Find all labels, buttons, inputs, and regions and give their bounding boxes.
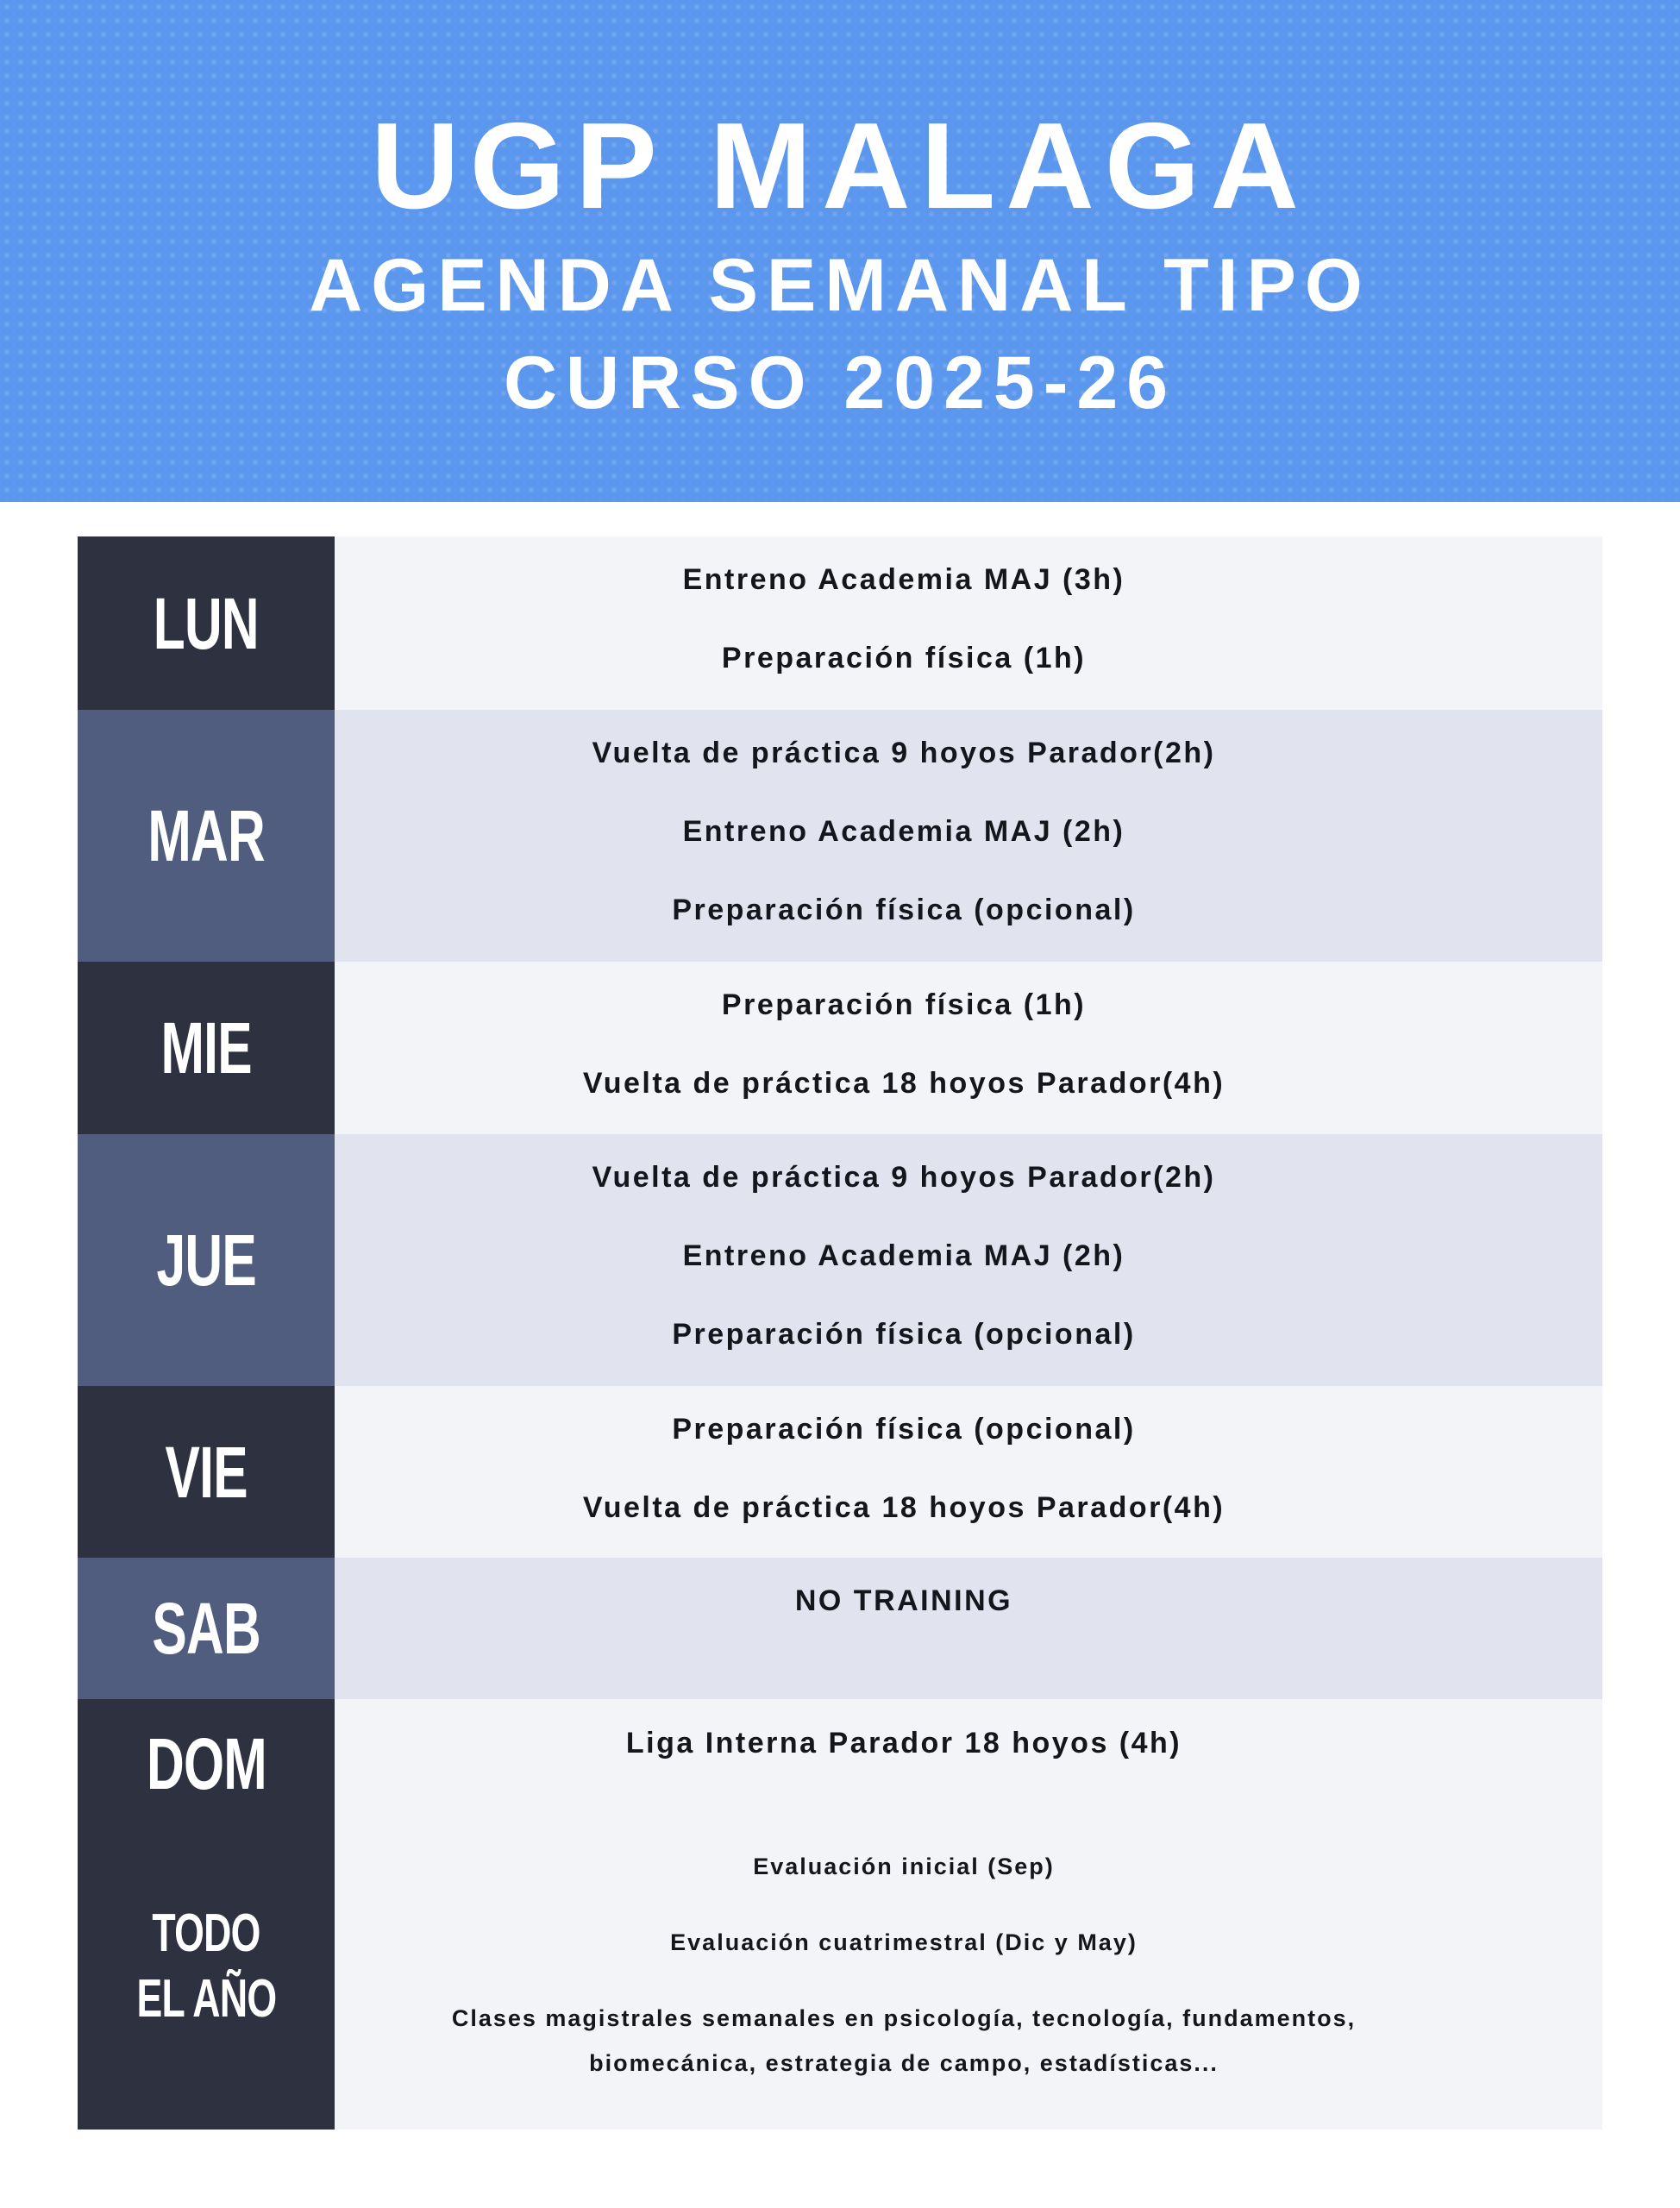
activity: Preparación física (opcional) [672,894,1136,926]
activity: Vuelta de práctica 18 hoyos Parador(4h) [582,1491,1226,1524]
activity: Vuelta de práctica 9 hoyos Parador(2h) [592,737,1216,769]
day-label: MIE [78,962,335,1134]
schedule-row-sab: SAB NO TRAINING [78,1558,1602,1699]
day-label: DOM [78,1699,335,1828]
activity: Entreno Academia MAJ (2h) [682,1239,1125,1272]
activity: Evaluación cuatrimestral (Dic y May) [670,1929,1138,1955]
page-subtitle: AGENDA SEMANAL TIPO [309,244,1371,327]
day-label: TODO EL AÑO [78,1828,335,2130]
activity: Vuelta de práctica 18 hoyos Parador(4h) [582,1067,1226,1100]
activity: Clases magistrales semanales en psicolog… [451,2005,1357,2031]
activity: NO TRAINING [794,1584,1013,1617]
activity: Entreno Academia MAJ (2h) [682,815,1125,848]
day-label: VIE [78,1386,335,1558]
day-label: SAB [78,1558,335,1699]
schedule-row-jue: JUE Vuelta de práctica 9 hoyos Parador(2… [78,1134,1602,1386]
weekly-schedule-table: LUN Entreno Academia MAJ (3h) Preparació… [78,536,1602,2130]
activity: Vuelta de práctica 9 hoyos Parador(2h) [592,1161,1216,1194]
activity: Entreno Academia MAJ (3h) [682,563,1125,596]
schedule-row-mie: MIE Preparación física (1h) Vuelta de pr… [78,962,1602,1134]
day-label: MAR [78,710,335,962]
day-label: JUE [78,1134,335,1386]
schedule-row-lun: LUN Entreno Academia MAJ (3h) Preparació… [78,536,1602,710]
schedule-row-mar: MAR Vuelta de práctica 9 hoyos Parador(2… [78,710,1602,962]
header-banner: UGP MALAGA AGENDA SEMANAL TIPO CURSO 202… [0,0,1680,502]
schedule-row-dom: DOM Liga Interna Parador 18 hoyos (4h) [78,1699,1602,1828]
activity: Liga Interna Parador 18 hoyos (4h) [625,1727,1182,1760]
activity: biomecánica, estrategia de campo, estadí… [589,2050,1219,2076]
schedule-row-todo-el-ano: TODO EL AÑO Evaluación inicial (Sep) Eva… [78,1828,1602,2130]
activity: Preparación física (opcional) [672,1413,1136,1446]
activity: Evaluación inicial (Sep) [753,1854,1055,1879]
schedule-row-vie: VIE Preparación física (opcional) Vuelta… [78,1386,1602,1558]
activity: Preparación física (opcional) [672,1318,1136,1351]
activity: Preparación física (1h) [721,642,1087,674]
day-label: LUN [78,536,335,710]
course-year: CURSO 2025-26 [503,342,1177,424]
page-title: UGP MALAGA [371,97,1309,235]
activity: Preparación física (1h) [721,988,1087,1021]
